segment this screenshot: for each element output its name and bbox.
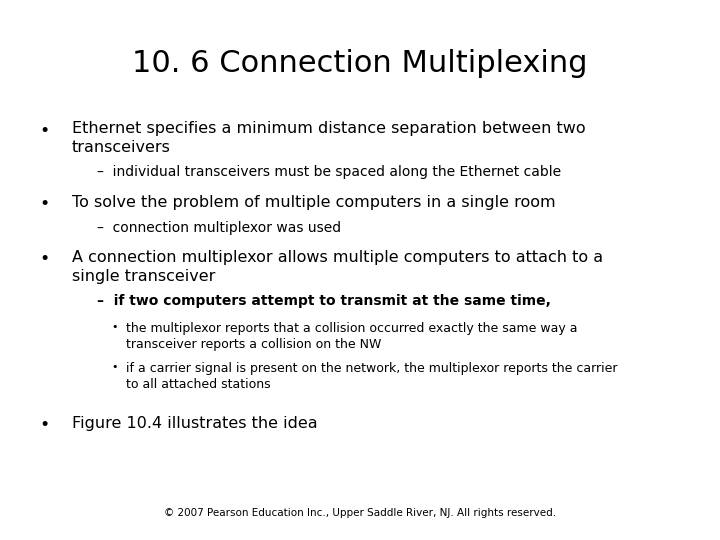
Text: the multiplexor reports that a collision occurred exactly the same way a
transce: the multiplexor reports that a collision… [126, 322, 577, 352]
Text: •: • [112, 362, 118, 372]
Text: Ethernet specifies a minimum distance separation between two
transceivers: Ethernet specifies a minimum distance se… [72, 122, 585, 155]
Text: •: • [40, 250, 50, 268]
Text: Figure 10.4 illustrates the idea: Figure 10.4 illustrates the idea [72, 416, 318, 431]
Text: 10. 6 Connection Multiplexing: 10. 6 Connection Multiplexing [132, 49, 588, 78]
Text: To solve the problem of multiple computers in a single room: To solve the problem of multiple compute… [72, 195, 556, 211]
Text: •: • [40, 122, 50, 139]
Text: if a carrier signal is present on the network, the multiplexor reports the carri: if a carrier signal is present on the ne… [126, 362, 618, 391]
Text: –  connection multiplexor was used: – connection multiplexor was used [97, 221, 341, 235]
Text: © 2007 Pearson Education Inc., Upper Saddle River, NJ. All rights reserved.: © 2007 Pearson Education Inc., Upper Sad… [164, 508, 556, 518]
Text: –  if two computers attempt to transmit at the same time,: – if two computers attempt to transmit a… [97, 294, 551, 308]
Text: •: • [40, 195, 50, 213]
Text: A connection multiplexor allows multiple computers to attach to a
single transce: A connection multiplexor allows multiple… [72, 250, 603, 284]
Text: •: • [112, 322, 118, 333]
Text: –  individual transceivers must be spaced along the Ethernet cable: – individual transceivers must be spaced… [97, 165, 562, 179]
Text: •: • [40, 416, 50, 434]
